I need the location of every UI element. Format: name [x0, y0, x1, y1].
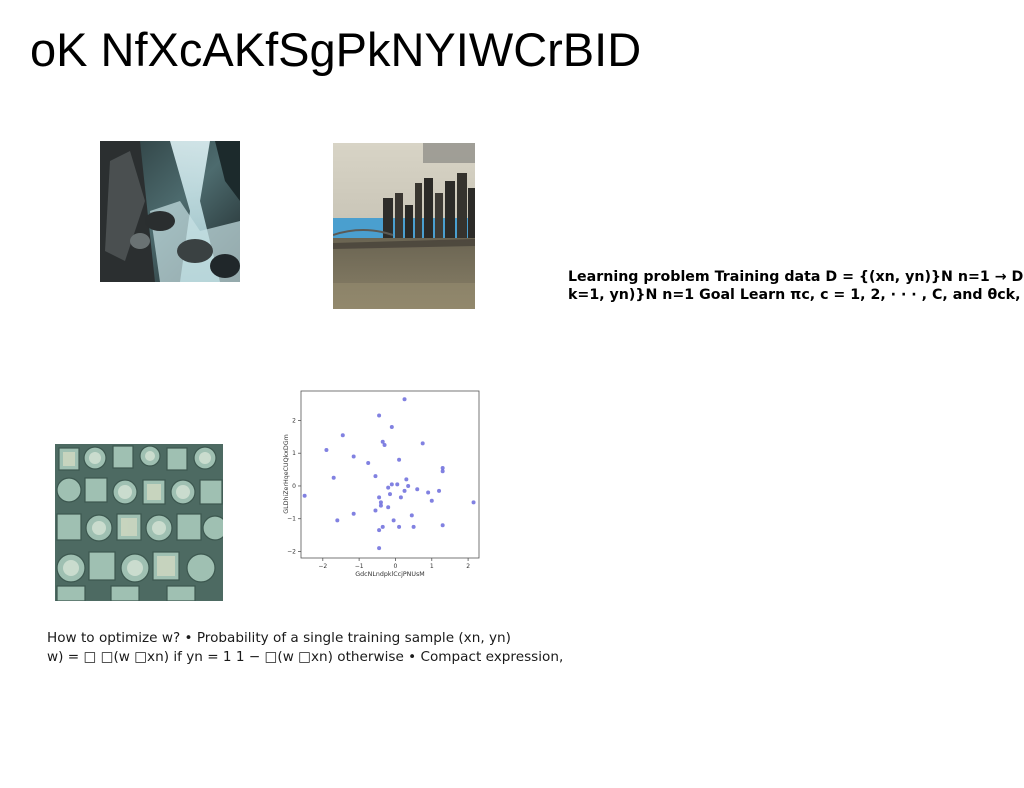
x-tick-label: 1	[430, 563, 434, 570]
y-tick-label: 0	[292, 483, 296, 490]
scatter-point	[335, 518, 340, 523]
scatter-point	[429, 498, 434, 503]
geometric-shapes-photo	[55, 444, 223, 601]
scatter-point	[380, 439, 385, 444]
scatter-point	[391, 518, 396, 523]
learning-problem-line-1: Learning problem Training data D = {(xn,…	[568, 269, 1024, 285]
scatter-point	[426, 490, 431, 495]
scatter-point	[324, 447, 329, 452]
plot-frame	[300, 390, 480, 559]
scatter-point	[389, 425, 394, 430]
y-axis-label: GLDhiZerHqeCUQkxDGm	[283, 434, 290, 514]
scatter-point	[406, 483, 411, 488]
scatter-point	[331, 475, 336, 480]
scatter-point	[386, 485, 391, 490]
scatter-point	[395, 482, 400, 487]
scatter-point	[411, 524, 416, 529]
x-tick-label: −2	[318, 563, 327, 570]
scatter-point	[382, 443, 387, 448]
learning-problem-line-2: k=1, yn)}N n=1 Goal Learn πc, c = 1, 2, …	[568, 287, 1024, 303]
scatter-chart: −2 −1 0 1 2 −2 −1 0 1 2 GdcNLndpklCcjPNUsM GLDhiZ…	[278, 386, 484, 582]
scatter-point	[398, 495, 403, 500]
scatter-point	[415, 487, 420, 492]
x-tick-label: −1	[355, 563, 364, 570]
scatter-point	[437, 488, 442, 493]
scatter-point	[377, 413, 382, 418]
scatter-point	[440, 469, 445, 474]
scatter-point	[397, 457, 402, 462]
city-skyline-photo	[333, 143, 475, 309]
scatter-point	[402, 488, 407, 493]
y-tick-label: 2	[292, 417, 296, 424]
scatter-point	[373, 474, 378, 479]
scatter-point	[404, 477, 409, 482]
scatter-point	[388, 492, 392, 497]
scatter-point	[389, 482, 394, 487]
scatter-point	[340, 433, 345, 438]
scatter-point	[302, 493, 307, 498]
scatter-point	[351, 454, 356, 459]
scatter-point	[380, 524, 385, 529]
scatter-point	[366, 461, 371, 466]
slide-title: oK NfXcAKfSgPkNYIWCrBID	[30, 23, 642, 76]
scatter-point	[409, 513, 414, 518]
scatter-point	[471, 500, 476, 505]
scatter-point	[377, 528, 382, 533]
x-tick-label: 2	[466, 563, 470, 570]
y-tick-label: −2	[287, 548, 296, 555]
optimize-text: How to optimize w? • Probability of a si…	[47, 629, 567, 666]
learning-problem-text: Learning problem Training data D = {(xn,…	[568, 268, 1024, 304]
optimize-line-1: How to optimize w? • Probability of a si…	[47, 630, 511, 646]
y-tick-label: 1	[292, 450, 296, 457]
x-axis-label: GdcNLndpklCcjPNUsM	[355, 571, 424, 578]
scatter-point	[386, 505, 391, 510]
optimize-line-2: w) = □ □(w □xn) if yn = 1 1 − □(w □xn) o…	[47, 648, 564, 665]
y-tick-label: −1	[287, 516, 296, 523]
scatter-point	[402, 397, 407, 402]
scatter-point	[377, 546, 382, 551]
waterfall-photo	[100, 141, 240, 282]
scatter-point	[377, 495, 382, 500]
scatter-point	[397, 524, 402, 529]
scatter-point	[420, 441, 425, 446]
scatter-point	[373, 508, 378, 513]
scatter-chart-svg: −2 −1 0 1 2 −2 −1 0 1 2 GdcNLndpklCcjPNUsM GLDhiZ…	[283, 390, 480, 578]
scatter-point	[378, 500, 383, 505]
scatter-point	[440, 465, 445, 470]
scatter-point	[378, 503, 383, 508]
x-tick-label: 0	[394, 563, 398, 570]
scatter-point	[440, 523, 445, 528]
scatter-point	[351, 511, 356, 516]
